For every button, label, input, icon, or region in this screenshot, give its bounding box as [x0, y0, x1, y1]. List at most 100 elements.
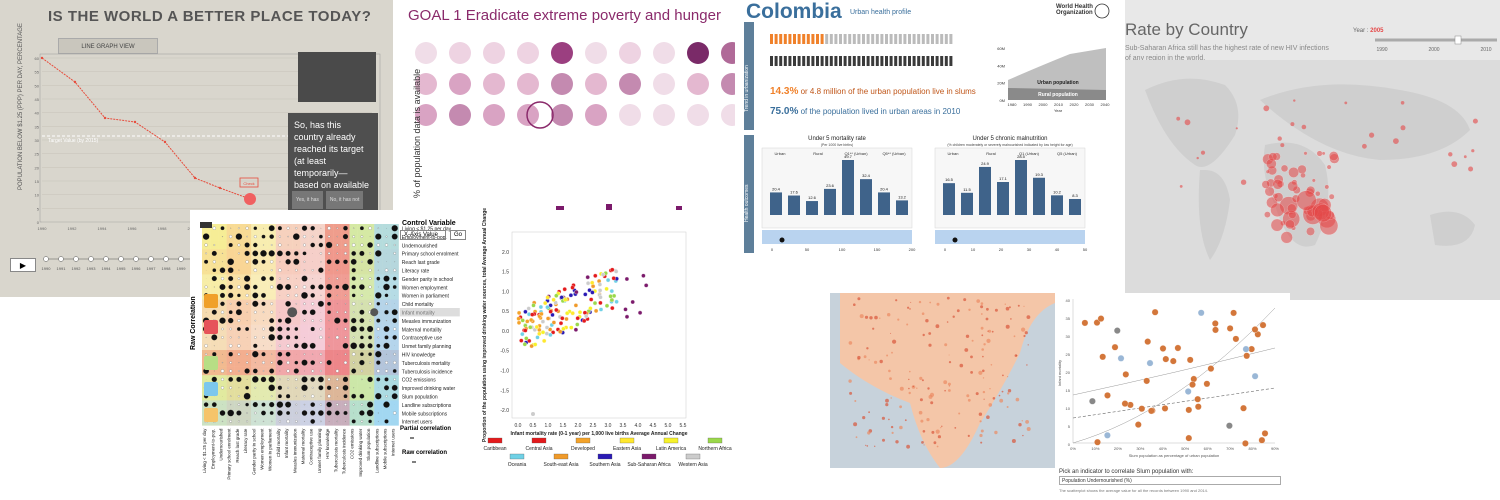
correlation-dot [238, 420, 240, 423]
correlation-dot [391, 393, 398, 400]
bar-value-label: 8.3 [1072, 193, 1078, 198]
correlation-dot [310, 360, 315, 365]
heat-spot [981, 334, 984, 337]
correlation-dot [262, 336, 265, 339]
correlation-dot [344, 243, 348, 247]
heat-spot [920, 419, 924, 423]
scatter-point [1159, 345, 1167, 352]
scatter-point [1111, 343, 1119, 351]
row-indicator-label: Child mortality [402, 302, 434, 308]
indicator-select[interactable]: Population Undernourished (%) [1059, 476, 1281, 485]
correlation-dot [360, 235, 364, 238]
legend-swatch [575, 437, 591, 444]
hiv-bubble [1287, 203, 1297, 213]
heat-spot [986, 338, 991, 343]
correlation-dot [286, 277, 290, 280]
bar-group-label: Q5** (Urban) [882, 151, 906, 156]
correlation-dot [393, 361, 397, 365]
correlation-dot [311, 269, 314, 272]
column-band [267, 224, 276, 426]
bar-value-label: 28.5 [1017, 154, 1026, 159]
heat-spot [867, 431, 871, 435]
yes-button[interactable]: Yes, it has [292, 191, 323, 209]
heat-spot [985, 317, 989, 321]
correlation-dot [270, 260, 274, 264]
goal-icon [204, 320, 218, 334]
heat-spot [966, 394, 970, 398]
heat-spot [891, 431, 894, 434]
heat-spot [1026, 315, 1031, 319]
correlation-dot [335, 369, 339, 373]
heat-spot [869, 316, 873, 320]
scatter-point [1240, 404, 1247, 412]
bar-group-label: Urban [775, 151, 786, 156]
scatter-point [1146, 359, 1154, 367]
area-y-tick: 60M [997, 46, 1005, 51]
scatter-point [1147, 407, 1155, 415]
heat-spot [1021, 327, 1026, 332]
correlation-dot [343, 361, 348, 365]
tab-line-graph[interactable]: LINE GRAPH VIEW [58, 38, 158, 54]
row-indicator-label: Landline subscriptions [402, 403, 452, 409]
scatter-point [1162, 355, 1170, 363]
correlation-dot [236, 376, 242, 382]
control-select[interactable]: X-Axis Value [400, 230, 446, 240]
heat-spot [1027, 344, 1029, 346]
play-button[interactable]: ▶ [10, 258, 36, 272]
correlation-dot [252, 351, 259, 358]
legend-label: South-east Asia [543, 462, 578, 468]
hiv-bubble [1448, 152, 1453, 157]
go-button[interactable]: Go [450, 230, 467, 240]
goal-bubble [415, 73, 437, 95]
heat-spot [857, 355, 861, 360]
person-icon [931, 56, 934, 66]
heat-spot [855, 436, 858, 439]
correlation-dot [205, 252, 207, 255]
goal-ylabel: % of population data is available [412, 68, 422, 198]
scatter-point [516, 320, 522, 325]
correlation-dot [229, 369, 233, 373]
heat-spot [952, 315, 955, 318]
correlation-dot [254, 386, 257, 389]
correlation-dot [368, 419, 372, 424]
heat-spot [970, 371, 973, 374]
x-axis-label: Infant mortality rate (0-1 year) per 1,0… [511, 431, 688, 437]
heat-spot [964, 348, 969, 352]
correlation-dot [312, 353, 314, 355]
correlation-dot [368, 268, 372, 272]
heat-spot [1015, 397, 1020, 402]
correlation-dot [211, 334, 218, 341]
column-indicator-label: Literacy rate [243, 428, 248, 453]
correlation-dot [286, 327, 290, 331]
correlation-dot [326, 401, 332, 408]
world-map-icon[interactable] [298, 52, 376, 102]
legend-swatch [531, 437, 547, 444]
person-icon [802, 56, 806, 66]
correlation-dot [393, 327, 397, 331]
hiv-bubble [1287, 180, 1298, 192]
correlation-dot [204, 259, 209, 264]
correlation-dot [392, 335, 397, 340]
timeline-year: 1999 [177, 266, 187, 271]
heat-spot [1002, 374, 1004, 377]
heat-spot [921, 312, 925, 315]
person-icon [820, 56, 824, 66]
correlation-dot [220, 226, 225, 231]
sidebar-urbanization [744, 22, 754, 130]
heat-spot [853, 303, 856, 306]
heat-spot [994, 430, 998, 435]
bar [878, 192, 890, 215]
person-icon [834, 56, 838, 66]
callout-box: So, has this country already reached its… [288, 113, 378, 215]
row-band [202, 350, 399, 359]
person-icon [852, 56, 856, 66]
correlation-dot [235, 233, 243, 240]
bar-group-label: Q1** (Urban) [844, 151, 868, 156]
correlation-dot [294, 293, 298, 297]
no-button[interactable]: No, it has not [325, 191, 364, 209]
scatter-point [554, 293, 559, 298]
row-indicator-label: Tuberculosis incidence [402, 369, 453, 375]
scatter-point [604, 303, 610, 308]
sidebar-health [744, 135, 754, 253]
correlation-dot [262, 361, 265, 365]
